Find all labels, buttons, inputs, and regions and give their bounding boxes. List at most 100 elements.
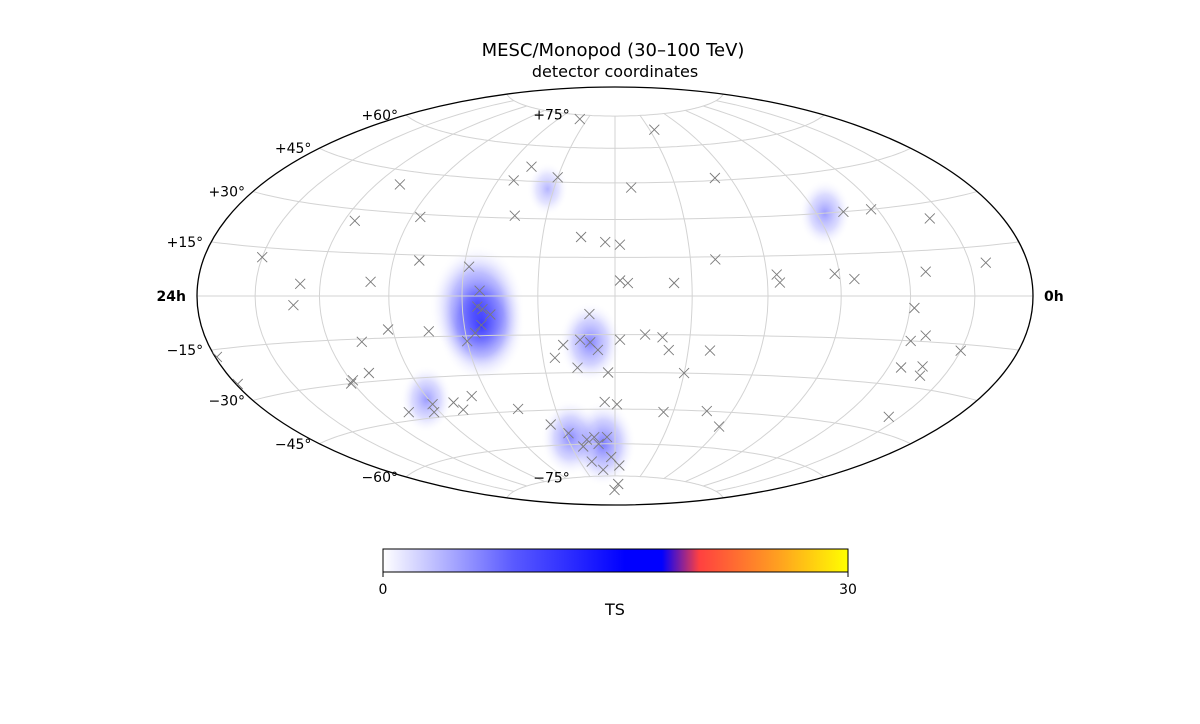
meridian-line <box>388 109 545 483</box>
event-marker <box>476 319 487 331</box>
event-marker <box>614 275 626 286</box>
event-marker <box>345 378 357 389</box>
event-marker <box>512 403 524 415</box>
dec-tick-label: +45° <box>275 141 312 157</box>
meridian-line <box>318 105 527 487</box>
dec-tick-label: +60° <box>361 108 398 124</box>
event-marker <box>917 361 928 372</box>
event-marker <box>924 213 936 224</box>
event-marker <box>713 421 725 432</box>
meridian-line <box>461 113 567 479</box>
event-marker <box>774 277 786 288</box>
event-marker <box>382 324 394 335</box>
event-marker <box>574 334 586 346</box>
meridian-line <box>639 115 693 477</box>
event-marker <box>980 257 992 269</box>
event-marker <box>413 255 425 266</box>
colorbar: 0 30 TS <box>379 548 857 619</box>
event-marker <box>457 404 469 416</box>
event-marker <box>423 325 435 337</box>
dec-tick-label: +15° <box>167 235 204 251</box>
meridian-line <box>537 115 591 477</box>
event-marker <box>403 406 415 418</box>
event-marker <box>549 352 561 364</box>
event-marker <box>526 161 537 173</box>
dec-tick-labels: +75° +60° +45° +30° +15° −15° −30° −45° −60° −75° <box>167 108 570 487</box>
event-marker <box>611 398 623 410</box>
event-marker <box>612 478 624 490</box>
event-marker <box>909 302 920 314</box>
event-marker <box>414 211 426 223</box>
sky-outline <box>196 86 1034 506</box>
chart-subtitle: detector coordinates <box>532 62 698 81</box>
event-marker <box>545 419 557 430</box>
meridian-line <box>685 109 842 483</box>
event-markers <box>211 113 992 496</box>
event-marker <box>563 427 574 439</box>
event-marker <box>639 329 651 340</box>
chart-title: MESC/Monopod (30–100 TeV) <box>482 40 745 61</box>
ra-label-right: 0h <box>1044 289 1064 305</box>
event-marker <box>678 367 690 379</box>
event-marker <box>771 269 783 280</box>
event-marker <box>865 203 877 215</box>
event-marker <box>663 344 675 356</box>
event-marker <box>461 335 473 347</box>
colorbar-max-label: 30 <box>839 582 857 598</box>
event-marker <box>668 277 680 289</box>
event-marker <box>577 441 589 452</box>
event-marker <box>232 378 244 390</box>
event-marker <box>484 309 496 320</box>
event-marker <box>477 303 488 315</box>
dec-tick-label: −75° <box>533 470 570 486</box>
event-marker <box>838 206 849 218</box>
event-marker <box>509 210 521 222</box>
event-marker <box>609 484 620 496</box>
event-marker <box>466 390 478 402</box>
event-marker <box>658 406 669 418</box>
colorbar-gradient <box>382 548 849 573</box>
event-marker <box>709 254 721 265</box>
dec-tick-label: +75° <box>533 108 570 124</box>
event-marker <box>588 431 600 443</box>
event-marker <box>625 182 637 193</box>
meridian-line <box>716 100 976 492</box>
event-marker <box>586 456 598 467</box>
event-marker <box>394 179 406 190</box>
event-marker <box>365 276 376 288</box>
meridian-line <box>254 100 514 492</box>
event-marker <box>428 406 440 418</box>
event-marker <box>575 231 587 243</box>
event-marker <box>599 236 611 248</box>
event-marker <box>294 278 306 290</box>
ts-hotspot <box>540 399 601 477</box>
meridian-line <box>703 105 912 487</box>
event-marker <box>592 344 604 356</box>
event-marker <box>572 362 583 374</box>
dec-tick-label: −30° <box>208 394 245 410</box>
event-marker <box>657 331 668 343</box>
event-marker <box>613 460 625 471</box>
event-marker <box>574 113 586 125</box>
event-marker <box>920 330 932 341</box>
event-marker <box>602 367 614 378</box>
event-marker <box>356 336 368 348</box>
event-marker <box>552 171 564 183</box>
event-marker <box>593 438 604 450</box>
event-marker <box>701 405 713 417</box>
ts-heatmap-layer <box>400 162 852 487</box>
event-marker <box>363 367 375 379</box>
event-marker <box>448 397 459 408</box>
event-marker <box>581 434 593 445</box>
colorbar-label: TS <box>604 600 625 619</box>
dec-tick-label: −15° <box>167 343 204 359</box>
graticule <box>197 93 1033 499</box>
event-marker <box>648 124 660 136</box>
event-marker <box>508 175 520 186</box>
ra-label-left: 24h <box>157 289 186 305</box>
dec-tick-label: −45° <box>275 437 312 453</box>
ts-hotspot <box>400 365 453 434</box>
event-marker <box>704 345 716 356</box>
